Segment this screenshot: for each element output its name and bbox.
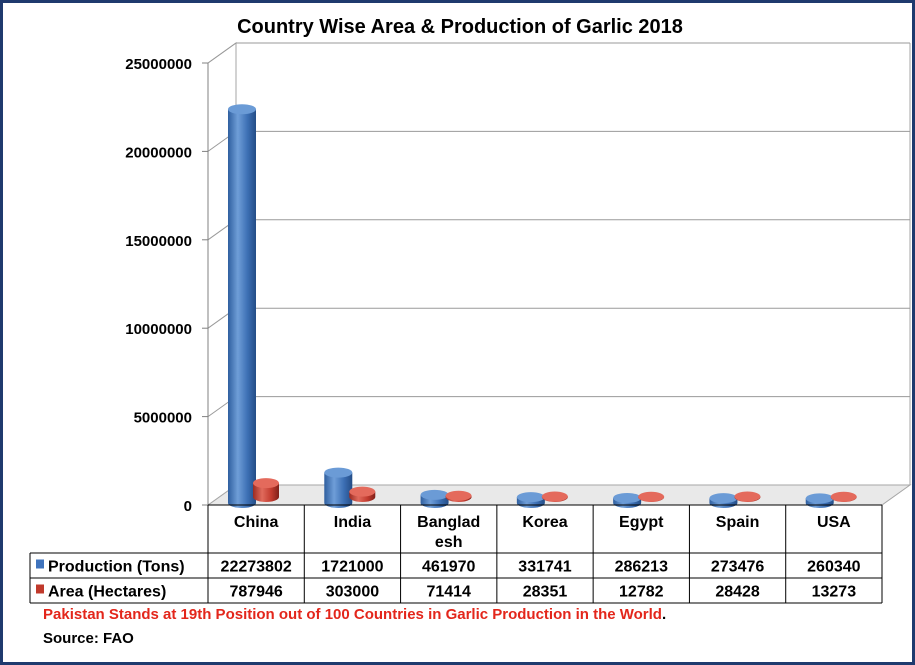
category-label: China (234, 514, 279, 531)
bar-top (638, 491, 665, 502)
chart-title: Country Wise Area & Production of Garlic… (237, 16, 683, 38)
bar-top (541, 491, 568, 502)
category-label: India (334, 514, 371, 531)
bar-top (445, 490, 472, 501)
data-label: 13273 (812, 584, 857, 601)
bar-top (349, 486, 376, 497)
ranking-note: Pakistan Stands at 19th Position out of … (43, 606, 662, 623)
bar-production (228, 104, 256, 508)
y-tick-label: 0 (184, 498, 192, 515)
data-label: 273476 (711, 559, 764, 576)
data-label: 1721000 (321, 559, 383, 576)
gridline-side (207, 42, 237, 64)
bar-top (324, 467, 353, 478)
bar-top (709, 493, 738, 504)
data-label: 461970 (422, 559, 475, 576)
bar-body (228, 109, 256, 508)
category-label: Banglad esh (417, 514, 480, 551)
bar-top (516, 492, 545, 503)
bar-top (420, 489, 449, 500)
bar-body (253, 483, 279, 502)
bar-area (830, 491, 857, 502)
bar-production (709, 493, 738, 508)
y-tick-label: 15000000 (125, 233, 192, 250)
bar-top (228, 104, 256, 115)
data-label: 303000 (326, 584, 379, 601)
data-label: 28428 (715, 584, 760, 601)
data-label: 787946 (229, 584, 282, 601)
category-label: Korea (522, 514, 567, 531)
y-tick-label: 25000000 (125, 56, 192, 73)
source-note: Source: FAO (43, 630, 134, 647)
data-label: 71414 (426, 584, 471, 601)
footnote: Pakistan Stands at 19th Position out of … (43, 606, 666, 623)
bar-top (734, 491, 761, 502)
y-tick-label: 10000000 (125, 321, 192, 338)
ranking-note-dot: . (661, 606, 667, 623)
bar-production (805, 493, 834, 508)
bar-production (613, 492, 642, 508)
bar-body (324, 472, 353, 508)
data-label: 286213 (615, 559, 668, 576)
bar-area (638, 491, 665, 502)
bar-area (541, 491, 568, 502)
y-tick-label: 20000000 (125, 144, 192, 161)
bar-area (734, 491, 761, 502)
legend-label-production: Production (Tons) (48, 559, 185, 576)
category-label: Spain (716, 514, 760, 531)
bar-area (349, 486, 376, 502)
data-label: 331741 (518, 559, 571, 576)
bar-area (445, 490, 472, 502)
legend-swatch-production (36, 559, 44, 569)
bar-top (830, 491, 857, 502)
data-label: 28351 (523, 584, 568, 601)
bar-production (516, 492, 545, 508)
bar-production (324, 467, 353, 508)
data-label: 12782 (619, 584, 664, 601)
bar-top (613, 492, 642, 503)
y-tick-label: 5000000 (134, 410, 192, 427)
bar-top (253, 478, 279, 489)
category-label: USA (817, 514, 851, 531)
category-label: Egypt (619, 514, 664, 531)
bar-area (253, 478, 279, 502)
legend-label-area: Area (Hectares) (48, 584, 166, 601)
data-label: 260340 (807, 559, 860, 576)
data-label: 22273802 (221, 559, 292, 576)
legend-swatch-area (36, 584, 44, 594)
bar-top (805, 493, 834, 504)
